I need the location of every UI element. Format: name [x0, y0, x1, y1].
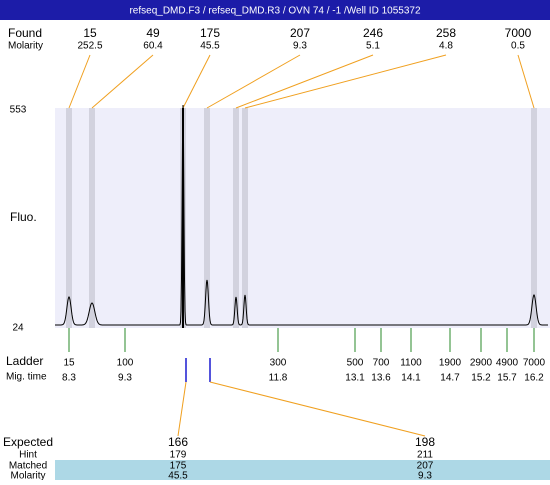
peak-band — [204, 108, 210, 328]
ladder-time: 15.7 — [497, 373, 517, 384]
ladder-size: 1100 — [400, 358, 422, 369]
y-max-label: 553 — [10, 105, 27, 116]
matched-band — [55, 460, 550, 480]
found-molarity: 9.3 — [293, 41, 307, 52]
found-connector — [206, 54, 301, 109]
peak-band — [233, 108, 239, 328]
expected-hint: 179 — [170, 450, 187, 461]
found-label: Found — [8, 26, 42, 40]
found-connector — [235, 54, 374, 109]
molarity-label: Molarity — [8, 41, 43, 52]
ladder-time: 13.1 — [345, 373, 365, 384]
ladder-time: 14.1 — [401, 373, 421, 384]
found-connector — [517, 54, 535, 109]
ladder-time: 8.3 — [62, 373, 76, 384]
found-connector — [182, 54, 211, 109]
ladder-size: 7000 — [523, 358, 546, 369]
found-molarity: 5.1 — [366, 41, 380, 52]
ladder-label: Ladder — [6, 354, 43, 368]
found-molarity: 0.5 — [511, 41, 525, 52]
found-connector — [91, 54, 154, 109]
dynamic-layer: 15252.54960.417545.52079.32465.12584.870… — [3, 26, 548, 482]
found-molarity: 45.5 — [200, 41, 220, 52]
expected-row-label: Matched — [9, 461, 47, 472]
expected-molarity: 9.3 — [418, 471, 432, 480]
expected-row-label: Expected — [3, 435, 53, 449]
found-size: 207 — [290, 26, 310, 40]
found-size: 258 — [436, 26, 456, 40]
expected-molarity: 45.5 — [168, 471, 188, 480]
ladder-size: 100 — [117, 358, 134, 369]
expected-matched: 207 — [417, 461, 434, 472]
ladder-size: 15 — [63, 358, 75, 369]
peak-band — [66, 108, 72, 328]
found-size: 246 — [363, 26, 383, 40]
ladder-time: 9.3 — [118, 373, 132, 384]
found-connector — [68, 54, 91, 109]
trace — [55, 104, 548, 326]
expected-connector — [209, 381, 426, 437]
found-size: 175 — [200, 26, 220, 40]
found-molarity: 60.4 — [143, 41, 163, 52]
found-size: 15 — [83, 26, 97, 40]
found-size: 49 — [146, 26, 160, 40]
ladder-size: 4900 — [496, 358, 519, 369]
found-molarity: 252.5 — [77, 41, 102, 52]
found-connector — [244, 54, 447, 109]
migtime-label: Mig. time — [6, 372, 47, 383]
ladder-size: 1900 — [439, 358, 462, 369]
ladder-time: 15.2 — [471, 373, 491, 384]
ladder-size: 500 — [347, 358, 364, 369]
expected-connector — [177, 381, 187, 437]
ladder-size: 700 — [373, 358, 390, 369]
ladder-time: 13.6 — [371, 373, 391, 384]
peak-band — [242, 108, 248, 328]
y-min-label: 24 — [12, 323, 24, 334]
ladder-size: 300 — [270, 358, 287, 369]
ladder-time: 11.8 — [269, 373, 288, 384]
expected-matched: 175 — [170, 461, 187, 472]
expected-expected: 166 — [168, 435, 188, 449]
expected-hint: 211 — [417, 450, 433, 461]
found-molarity: 4.8 — [439, 41, 453, 52]
title: refseq_DMD.F3 / refseq_DMD.R3 / OVN 74 /… — [129, 6, 420, 17]
found-size: 7000 — [505, 26, 532, 40]
ladder-size: 2900 — [470, 358, 493, 369]
ladder-time: 16.2 — [524, 373, 544, 384]
title-bar — [0, 0, 550, 20]
ladder-time: 14.7 — [440, 373, 460, 384]
plot-area — [55, 108, 550, 328]
peak-band — [531, 108, 537, 328]
expected-row-label: Molarity — [10, 471, 45, 480]
y-axis-label: Fluo. — [10, 210, 37, 224]
expected-expected: 198 — [415, 435, 435, 449]
expected-row-label: Hint — [19, 450, 37, 461]
peak-band — [89, 108, 95, 328]
